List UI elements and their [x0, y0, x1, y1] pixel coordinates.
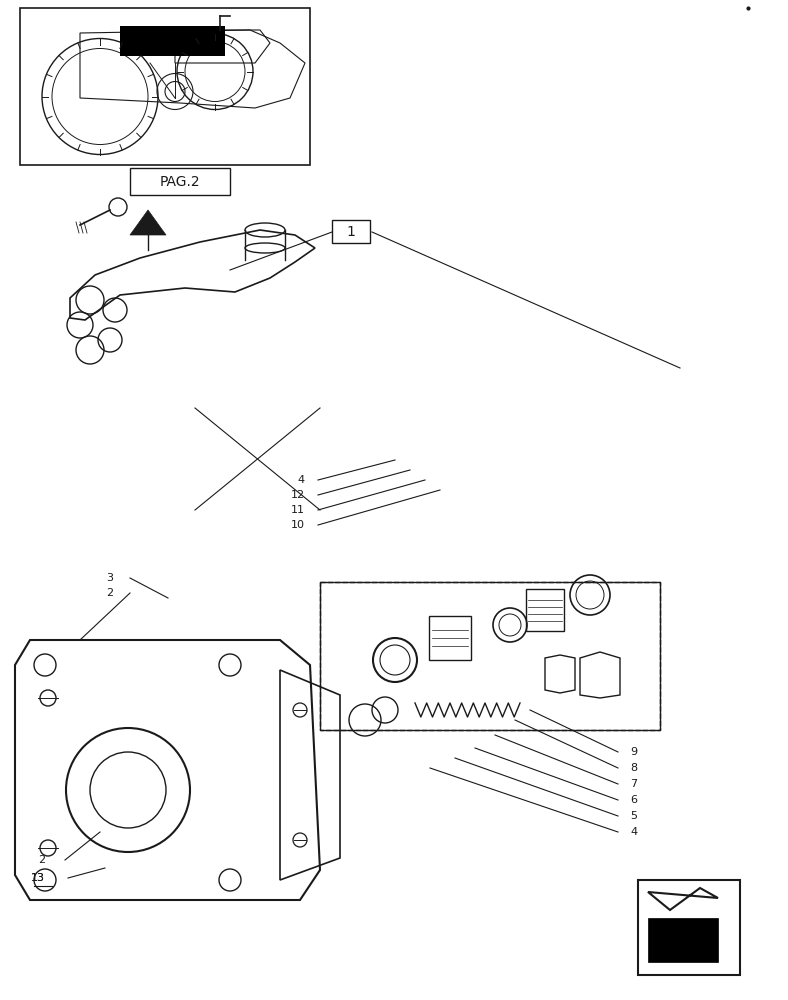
Bar	[320, 582, 660, 730]
Text: 11: 11	[291, 505, 305, 515]
Bar	[20, 8, 310, 165]
Text: 2: 2	[38, 855, 45, 865]
Text: 13: 13	[31, 873, 45, 883]
Text: PAG.2: PAG.2	[160, 174, 200, 188]
Bar	[320, 582, 660, 730]
Text: 9: 9	[630, 747, 637, 757]
Text: 1: 1	[347, 225, 355, 238]
Bar	[429, 616, 471, 660]
Bar	[526, 589, 564, 631]
Bar	[120, 26, 225, 56]
Polygon shape	[130, 210, 166, 235]
Text: 13: 13	[31, 873, 45, 883]
Text: 6: 6	[630, 795, 637, 805]
Text: 4: 4	[298, 475, 305, 485]
Text: 10: 10	[291, 520, 305, 530]
Text: 4: 4	[630, 827, 637, 837]
Polygon shape	[648, 918, 718, 962]
Text: 12: 12	[291, 490, 305, 500]
Text: 5: 5	[630, 811, 637, 821]
Text: 2: 2	[106, 588, 113, 598]
Text: 8: 8	[630, 763, 637, 773]
Text: 3: 3	[106, 573, 113, 583]
Bar	[130, 168, 230, 195]
Bar	[332, 220, 370, 243]
Bar	[638, 880, 740, 975]
Text: 7: 7	[630, 779, 637, 789]
